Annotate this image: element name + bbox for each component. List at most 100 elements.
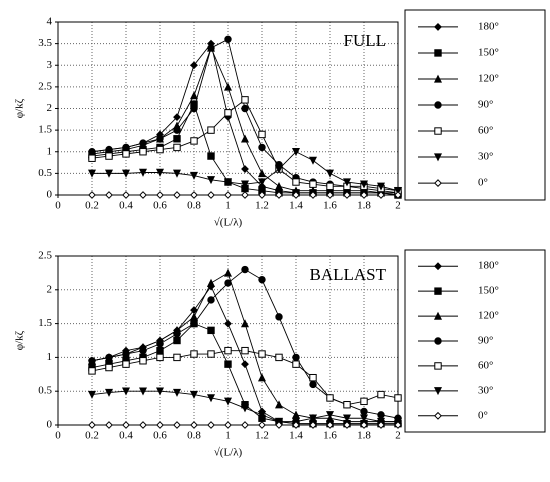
data-point bbox=[360, 407, 368, 416]
data-point bbox=[223, 178, 233, 187]
data-point bbox=[122, 421, 130, 429]
data-point bbox=[241, 265, 249, 274]
data-point bbox=[104, 169, 114, 178]
y-tick-label: 2 bbox=[47, 283, 53, 295]
y-tick-label: 3 bbox=[47, 59, 53, 71]
x-tick-label: 0 bbox=[55, 430, 61, 442]
data-point bbox=[223, 268, 233, 277]
data-point bbox=[190, 350, 198, 358]
data-point bbox=[393, 186, 403, 195]
data-point bbox=[207, 191, 215, 199]
x-tick-label: 0.8 bbox=[187, 200, 201, 212]
data-point bbox=[274, 182, 284, 191]
data-point bbox=[190, 191, 198, 199]
data-point bbox=[206, 394, 216, 403]
y-tick-label: 0.5 bbox=[38, 385, 52, 397]
x-tick-label: 0.4 bbox=[119, 200, 133, 212]
x-tick-label: 1.4 bbox=[289, 200, 303, 212]
x-tick-label: 1.2 bbox=[255, 430, 269, 442]
legend-label: 180° bbox=[478, 260, 499, 272]
y-tick-label: 0 bbox=[47, 419, 53, 431]
x-tick-label: 2 bbox=[395, 430, 401, 442]
data-point bbox=[224, 421, 232, 429]
data-point bbox=[308, 414, 318, 423]
data-point bbox=[274, 165, 284, 174]
plot-label: FULL bbox=[344, 31, 387, 50]
legend-label: 90° bbox=[478, 99, 493, 111]
data-point bbox=[138, 387, 148, 396]
x-tick-label: 1 bbox=[225, 200, 231, 212]
legend-marker bbox=[434, 411, 442, 420]
data-point bbox=[360, 421, 368, 429]
legend-marker bbox=[434, 337, 442, 345]
data-point bbox=[240, 319, 250, 328]
legend-marker bbox=[434, 49, 442, 57]
data-point bbox=[325, 411, 335, 420]
data-point bbox=[138, 168, 148, 177]
x-tick-label: 1.2 bbox=[255, 200, 269, 212]
data-point bbox=[122, 150, 130, 158]
data-point bbox=[122, 350, 130, 358]
data-point bbox=[88, 421, 96, 429]
y-tick-label: 2 bbox=[47, 102, 53, 114]
data-point bbox=[156, 353, 164, 362]
data-point bbox=[121, 169, 131, 178]
data-point bbox=[189, 312, 199, 321]
legend-marker bbox=[433, 153, 443, 162]
legend-label: 60° bbox=[478, 359, 493, 371]
data-point bbox=[257, 169, 267, 178]
legend-label: 150° bbox=[478, 285, 499, 297]
data-point bbox=[241, 104, 249, 113]
legend-marker bbox=[433, 311, 443, 320]
data-point bbox=[139, 357, 147, 365]
data-point bbox=[190, 61, 198, 70]
data-point bbox=[224, 279, 232, 287]
data-point bbox=[156, 135, 164, 143]
x-tick-label: 1.8 bbox=[357, 200, 371, 212]
series-line bbox=[91, 268, 399, 419]
x-tick-label: 1.8 bbox=[357, 430, 371, 442]
data-point bbox=[122, 143, 130, 152]
data-point bbox=[155, 168, 165, 177]
data-point bbox=[189, 390, 199, 399]
y-tick-label: 3.5 bbox=[38, 37, 52, 49]
data-point bbox=[223, 82, 233, 91]
legend-label: 150° bbox=[478, 46, 499, 58]
data-point bbox=[394, 421, 402, 429]
data-point bbox=[241, 346, 249, 355]
data-point bbox=[156, 340, 164, 348]
data-point bbox=[87, 169, 97, 178]
data-point bbox=[342, 178, 352, 187]
data-point bbox=[326, 421, 334, 429]
data-point bbox=[360, 397, 368, 406]
data-point bbox=[240, 180, 250, 189]
data-point bbox=[207, 126, 215, 134]
x-axis-label: √(L/λ) bbox=[214, 217, 243, 229]
data-point bbox=[155, 387, 165, 396]
data-point bbox=[223, 397, 233, 406]
data-point bbox=[325, 169, 335, 178]
data-point bbox=[309, 191, 317, 199]
data-point bbox=[258, 350, 266, 358]
x-axis-label: √(L/λ) bbox=[214, 447, 243, 459]
data-point bbox=[173, 191, 181, 199]
legend-label: 90° bbox=[478, 335, 493, 347]
legend-marker bbox=[434, 287, 442, 295]
data-point bbox=[156, 145, 164, 154]
legend-label: 30° bbox=[478, 384, 493, 396]
y-tick-label: 1 bbox=[47, 351, 53, 363]
x-tick-label: 1.4 bbox=[289, 430, 303, 442]
data-point bbox=[275, 421, 283, 429]
data-point bbox=[292, 421, 300, 429]
data-point bbox=[156, 421, 164, 429]
data-point bbox=[207, 421, 215, 429]
data-point bbox=[258, 191, 266, 199]
data-point bbox=[224, 109, 232, 117]
x-tick-label: 0.2 bbox=[85, 200, 99, 212]
y-tick-label: 1.5 bbox=[38, 317, 52, 329]
data-point bbox=[105, 363, 113, 372]
data-point bbox=[377, 421, 385, 429]
x-tick-label: 0.8 bbox=[187, 430, 201, 442]
data-point bbox=[173, 336, 181, 345]
data-point bbox=[342, 414, 352, 423]
